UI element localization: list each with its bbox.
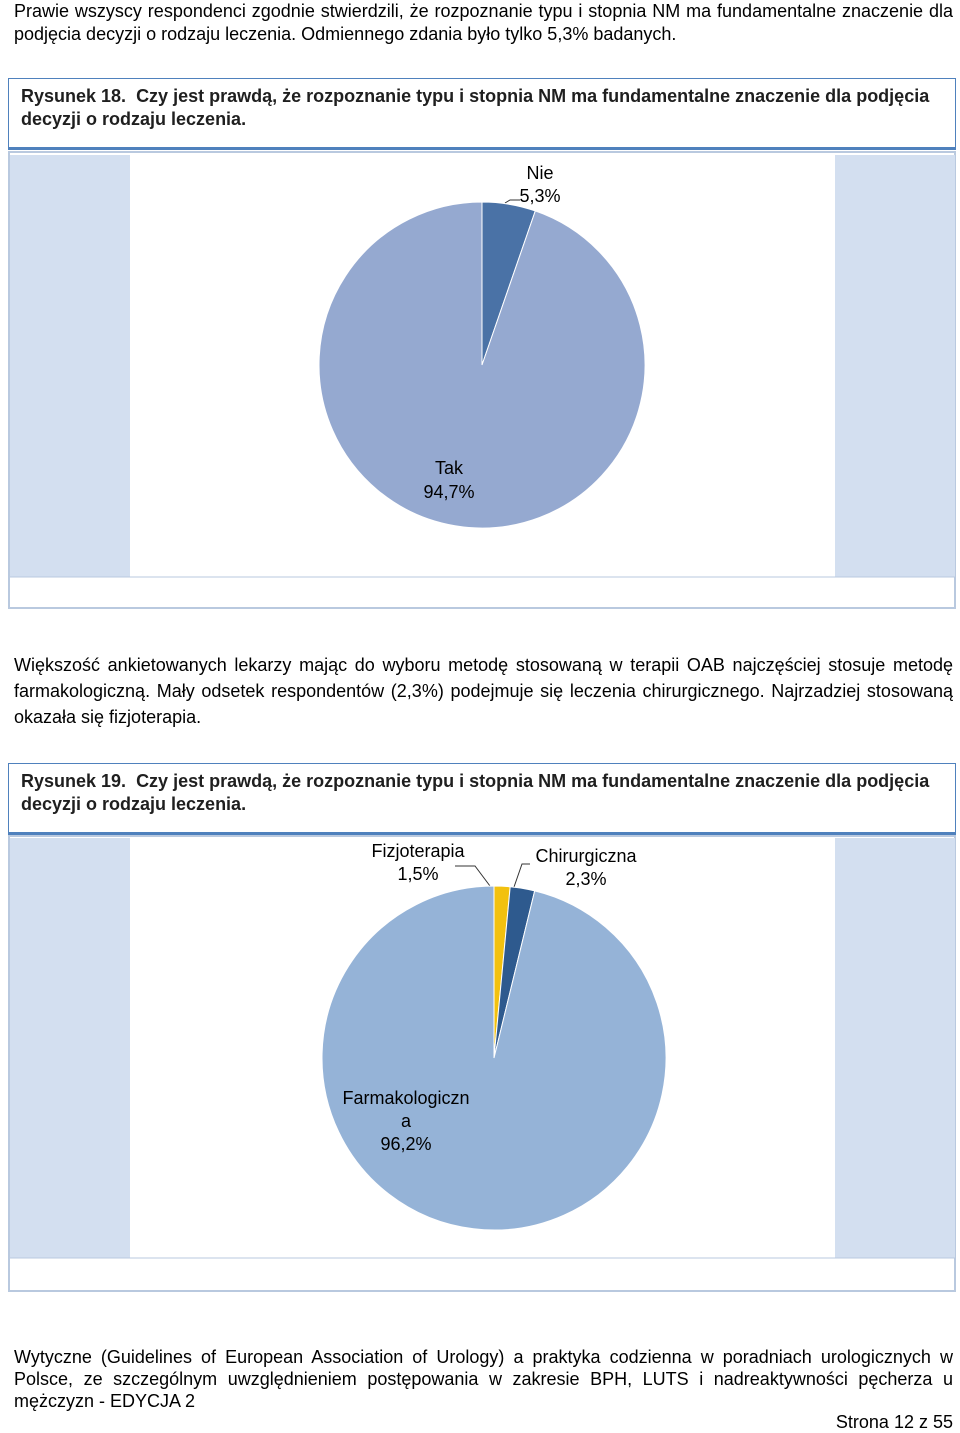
slice-value-label: 5,3% bbox=[519, 186, 561, 206]
caption-text: Czy jest prawdą, że rozpoznanie typu i s… bbox=[21, 771, 930, 814]
plot-side bbox=[835, 155, 955, 577]
plot-side bbox=[10, 838, 130, 1258]
paragraph: Prawie wszyscy respondenci zgodnie stwie… bbox=[14, 1, 953, 44]
figure-label: Rysunek 18. bbox=[21, 86, 127, 106]
slice-label: Fizjoterapia bbox=[371, 841, 465, 861]
slice-label: Chirurgiczna bbox=[535, 846, 637, 866]
slice-value-label: 96,2% bbox=[380, 1134, 432, 1154]
plot-side bbox=[835, 838, 955, 1258]
slice-label: Nie bbox=[526, 163, 554, 183]
pie-slice bbox=[321, 885, 667, 1231]
slice-label: Farmakologiczna bbox=[342, 1088, 470, 1131]
page-number: Strona 12 z 55 bbox=[835, 1412, 953, 1432]
slice-value-label: 1,5% bbox=[397, 864, 439, 884]
figure-label: Rysunek 19. bbox=[21, 771, 127, 791]
slice-value-label: 94,7% bbox=[423, 482, 475, 502]
leader-line bbox=[504, 199, 520, 204]
footer-text: Wytyczne (Guidelines of European Associa… bbox=[14, 1347, 953, 1411]
slice-value-label: 2,3% bbox=[565, 869, 607, 889]
pie-slice bbox=[318, 201, 646, 529]
slice-label: Tak bbox=[434, 458, 464, 478]
figure-caption: Rysunek 18. Czy jest prawdą, że rozpoznan… bbox=[8, 78, 956, 150]
plot-side bbox=[10, 155, 130, 577]
caption-text: Czy jest prawdą, że rozpoznanie typu i s… bbox=[21, 86, 930, 129]
figure-caption: Rysunek 19. Czy jest prawdą, że rozpoznan… bbox=[8, 763, 956, 835]
leader-line bbox=[513, 863, 530, 888]
paragraph: Większość ankietowanych lekarzy mając do… bbox=[14, 655, 953, 727]
leader-line bbox=[455, 865, 491, 887]
